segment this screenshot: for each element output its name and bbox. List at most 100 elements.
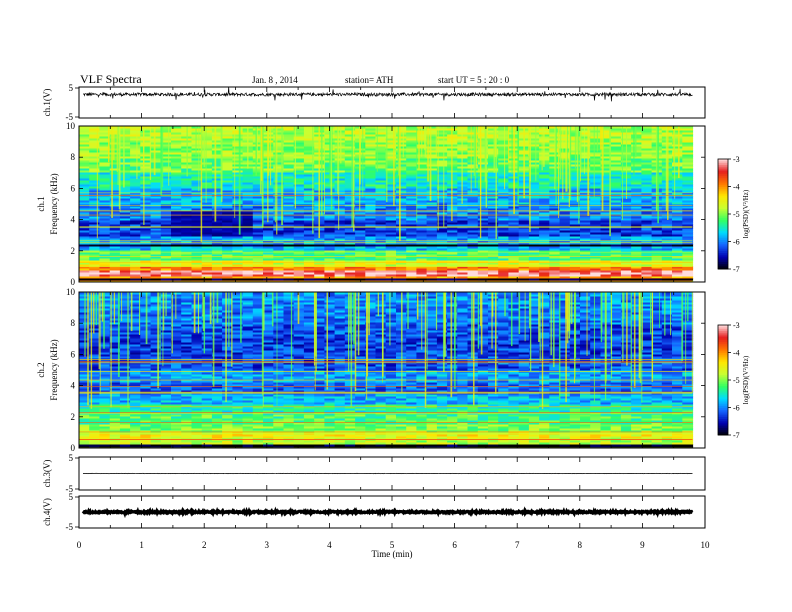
ch1-spec-cell [273,252,285,255]
ch1-spec-cell [559,216,571,219]
ch1-spec-cell [426,234,438,237]
ch1-spec-cell [303,242,315,245]
ch1-spec-cell [365,206,377,209]
ch1-spec-cell [549,230,561,233]
ch1-spec-cell [477,238,489,241]
ch1-spec-cell [160,232,172,235]
ch1-spec-cell [232,236,244,239]
ch1-spec-cell [324,202,336,205]
ch1-spec-cell [406,246,417,249]
ch1-spec-cell [467,232,479,235]
ch1-spec-cell [252,258,264,261]
ch1-spec-cell [222,220,233,223]
ch1-spec-cell [436,264,448,267]
ch1-spec-cell [283,208,295,211]
ch1-spec-cell [467,246,479,249]
ch1-spec-cell [263,248,274,251]
ch1-spec-cell [416,266,428,269]
ch1-spec-cell [119,260,131,263]
ch1-spec-cell [365,262,377,265]
ch1-spec-cell [498,270,509,273]
ch1-spec-cell [477,236,489,239]
ch1-spec-cell [518,248,530,251]
ch1-spec-cell [661,240,673,243]
ch1-spec-cell [651,216,663,219]
ch1-spec-cell [273,206,285,209]
ch1-spec-cell [549,204,561,207]
ch1-spec-cell [171,216,182,219]
ch1-spec-cell [416,234,428,237]
ch1-spec-cell [457,228,469,231]
ch1-spec-cell [610,262,622,265]
ch1-spec-cell [252,236,264,239]
ch1-spec-cell [416,240,428,243]
ch1-spec-cell [283,280,295,283]
ch1-spec-cell [661,242,673,245]
ch1-spec-cell [457,236,469,239]
ch1-spec-cell [171,250,182,253]
ch1-spec-cell [488,230,499,233]
ch1-spec-cell [590,244,601,247]
ch1-spec-cell [641,260,653,263]
ch1-spec-cell [672,242,683,245]
ch1-spec-cell [682,256,694,259]
ch1-spec-cell [457,224,469,227]
ch1-spec-cell [273,238,285,241]
ch1-spec-cell [150,212,162,215]
ch1-spec-cell [130,264,141,267]
ch1-spec-cell [416,236,428,239]
ch1-spec-cell [273,204,285,207]
ch1-spec-cell [130,268,141,271]
ch1-spec-cell [672,206,683,209]
ch1-spec-cell [365,256,377,259]
ch1-spec-cell [672,264,683,267]
ch1-spec-cell [620,268,632,271]
ch1-spec-cell [682,228,694,231]
ch1-spec-cell [201,206,213,209]
ch1-spec-cell [580,238,591,241]
ch1-spec-cell [232,268,244,271]
ch1-spec-cell [160,234,172,237]
ch1-spec-cell [508,268,520,271]
ch1-spec-cell [600,266,612,269]
ch1-spec-cell [539,260,550,263]
ch1-spec-cell [682,244,694,247]
ch1-spec-cell [303,236,315,239]
ch1-spec-cell [590,264,601,267]
ch1-spec-cell [580,272,591,275]
ch1-spec-cell [191,248,203,251]
ch1-spec-cell [426,246,438,249]
ch1-spec-cell [140,224,152,227]
ch1-spec-cell [600,278,612,281]
ch1-spec-cell [375,262,387,265]
ch1-spec-cell [365,270,377,273]
ch1-spec-cell [559,248,571,251]
ch1-spec-cell [334,274,346,277]
ch1-spec-cell [539,220,550,223]
ch1-spec-cell [651,220,663,223]
ch1-spec-cell [385,264,397,267]
ch1-spec-cell [344,240,356,243]
ch1-spec-cell [222,218,233,221]
ch1-spec-cell [672,256,683,259]
ch1-spec-cell [303,280,315,283]
ch1-spec-cell [457,274,469,277]
ch1-spec-cell [79,204,90,207]
ch1-spec-cell [641,220,653,223]
ch1-spec-cell [99,208,111,211]
ch1-spec-cell [365,212,377,215]
ch1-spec-cell [109,204,121,207]
ch1-spec-cell [150,250,162,253]
ch1-spec-cell [641,238,653,241]
ch1-spec-cell [416,262,428,265]
ch1-spec-cell [457,272,469,275]
ch1-spec-cell [539,230,550,233]
ch1-spec-cell [79,202,90,205]
ch1-spec-cell [140,240,152,243]
ch1-spec-cell [109,218,121,221]
ch1-spec-cell [109,216,121,219]
ch1-spec-cell [191,240,203,243]
ch1-spec-cell [150,206,162,209]
ch1-spec-cell [365,266,377,269]
ch1-spec-cell [263,242,274,245]
